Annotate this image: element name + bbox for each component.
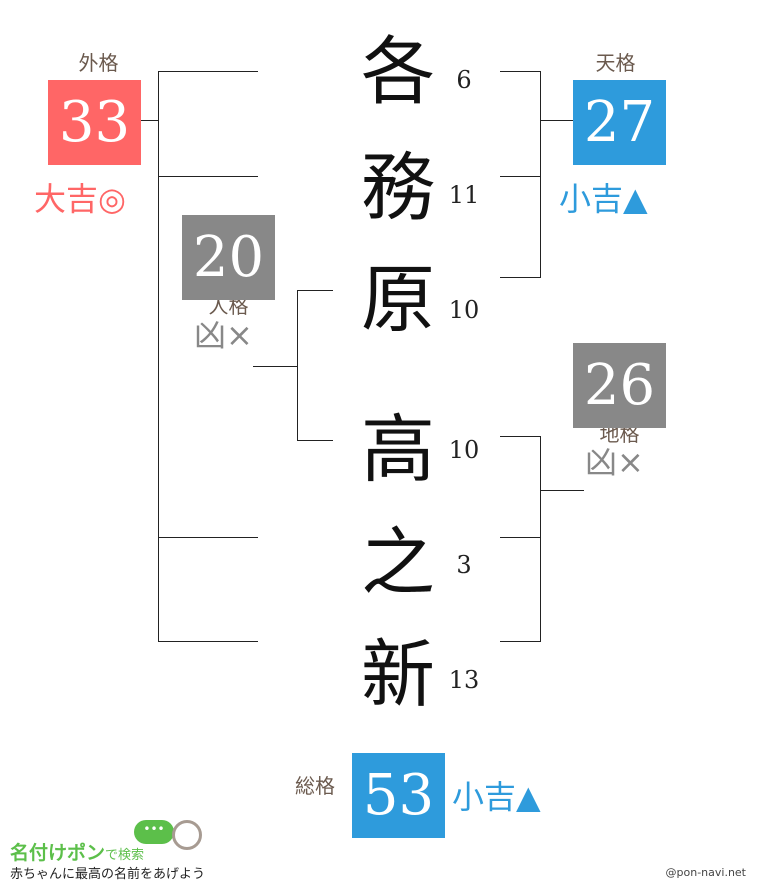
logo-suffix: で検索 (105, 848, 145, 863)
chikaku-bracket-line (540, 436, 541, 642)
soukaku-value: 53 (352, 753, 445, 838)
bracket-line (540, 490, 584, 491)
bracket-line (500, 277, 540, 278)
tagline: 赤ちゃんに最高の名前をあげよう (10, 867, 206, 880)
bracket-line (297, 440, 333, 441)
tenkaku-label: 天格 (595, 51, 636, 75)
speech-bubble-icon: ••• (134, 820, 174, 844)
bracket-line (253, 366, 297, 367)
credit: @pon-navi.net (665, 866, 746, 879)
chikaku-value: 26 (573, 343, 666, 428)
tenkaku-value: 27 (573, 80, 666, 165)
bracket-line (500, 176, 540, 177)
stroke-count: 3 (456, 551, 472, 579)
name-char: 各 (361, 29, 435, 115)
jinkaku-value: 20 (182, 215, 275, 300)
gaikaku-label: 外格 (78, 51, 119, 75)
soukaku-label: 総格 (295, 774, 335, 798)
bracket-line (500, 436, 540, 437)
bracket-line (540, 120, 573, 121)
gaikaku-value: 33 (48, 80, 141, 165)
bracket-line (297, 290, 333, 291)
jinkaku-bracket-line (297, 290, 298, 441)
bracket-line (500, 641, 540, 642)
logo[interactable]: 名付けポンで検索 (10, 838, 144, 865)
bracket-line (500, 71, 540, 72)
outer-bracket-line (158, 71, 159, 642)
stroke-count: 13 (448, 666, 480, 694)
gaikaku-fortune: 大吉◎ (34, 180, 126, 218)
bracket-line (500, 537, 540, 538)
name-char: 務 (361, 145, 435, 231)
bracket-line (158, 176, 258, 177)
bracket-line (158, 537, 258, 538)
tenkaku-fortune: 小吉▲ (559, 180, 648, 218)
bracket-line (158, 71, 258, 72)
name-char: 原 (361, 257, 435, 343)
baby-face-icon (172, 820, 202, 850)
stroke-count: 10 (448, 296, 480, 324)
chikaku-fortune: 凶× (585, 443, 644, 481)
soukaku-fortune: 小吉▲ (452, 778, 541, 816)
name-char: 新 (361, 632, 435, 718)
jinkaku-fortune: 凶× (194, 316, 253, 354)
tenkaku-bracket-line (540, 71, 541, 278)
bracket-line (141, 120, 158, 121)
name-char: 高 (361, 407, 435, 493)
stroke-count: 6 (456, 66, 472, 94)
stroke-count: 11 (448, 181, 480, 209)
bracket-line (158, 641, 258, 642)
logo-title: 名付けポン (10, 842, 106, 864)
name-char: 之 (361, 520, 435, 606)
stroke-count: 10 (448, 436, 480, 464)
